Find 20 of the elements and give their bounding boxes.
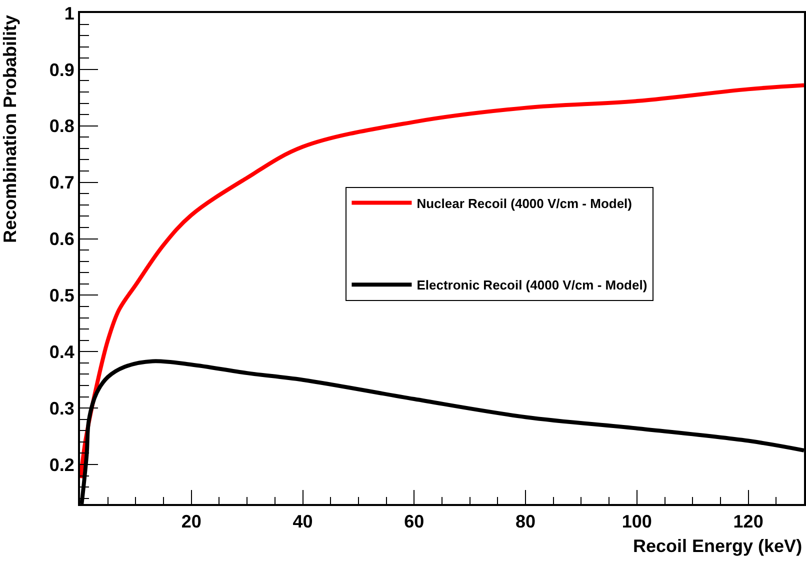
y-tick-label: 1 xyxy=(64,3,74,24)
y-axis-title: Recombination Probability xyxy=(0,14,20,243)
x-tick-label: 100 xyxy=(622,512,652,532)
y-tick-label: 0.3 xyxy=(49,398,74,418)
y-tick-label: 0.5 xyxy=(49,285,74,306)
x-tick-label: 80 xyxy=(516,512,536,532)
y-tick-label: 0.7 xyxy=(49,172,74,193)
x-tick-label: 20 xyxy=(181,512,202,532)
x-tick-label: 60 xyxy=(404,512,424,532)
y-tick-label: 0.9 xyxy=(49,60,74,80)
y-tick-label: 0.4 xyxy=(49,342,74,362)
legend-label: Electronic Recoil (4000 V/cm - Model) xyxy=(416,278,648,293)
x-tick-label: 120 xyxy=(733,512,764,532)
y-tick-label: 0.2 xyxy=(49,454,74,475)
y-tick-label: 0.8 xyxy=(49,116,74,136)
legend-label: Nuclear Recoil (4000 V/cm - Model) xyxy=(416,196,632,211)
y-tick-label: 0.6 xyxy=(49,229,74,250)
x-tick-label: 40 xyxy=(292,512,313,532)
line-series xyxy=(80,83,804,480)
x-axis-title: Recoil Energy (keV) xyxy=(633,536,802,556)
